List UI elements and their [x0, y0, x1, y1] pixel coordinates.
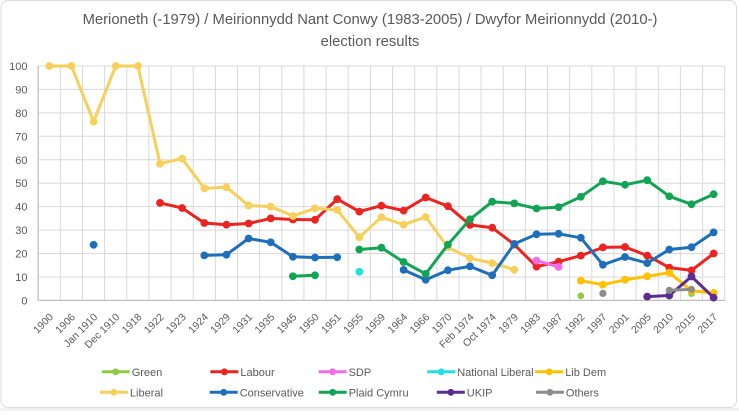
svg-text:80: 80: [15, 108, 27, 120]
svg-text:40: 40: [15, 202, 27, 214]
svg-text:50: 50: [15, 178, 27, 190]
svg-text:UKIP: UKIP: [467, 387, 493, 399]
svg-text:30: 30: [15, 225, 27, 237]
svg-text:Plaid Cymru: Plaid Cymru: [349, 387, 409, 399]
svg-text:70: 70: [15, 131, 27, 143]
svg-text:100: 100: [9, 61, 27, 73]
svg-text:Labour: Labour: [240, 367, 275, 379]
svg-text:Lib Dem: Lib Dem: [565, 367, 606, 379]
svg-text:Liberal: Liberal: [130, 387, 163, 399]
svg-text:0: 0: [21, 295, 27, 307]
svg-text:Conservative: Conservative: [240, 387, 304, 399]
svg-text:Others: Others: [566, 387, 600, 399]
svg-text:SDP: SDP: [349, 367, 372, 379]
svg-text:20: 20: [15, 249, 27, 261]
svg-text:Green: Green: [132, 367, 163, 379]
svg-text:60: 60: [15, 155, 27, 167]
svg-text:election results: election results: [321, 34, 420, 50]
svg-text:10: 10: [15, 272, 27, 284]
svg-text:National Liberal: National Liberal: [457, 367, 533, 379]
svg-text:Merioneth (-1979) / Meirionnyd: Merioneth (-1979) / Meirionnydd Nant Con…: [83, 12, 658, 28]
svg-text:90: 90: [15, 84, 27, 96]
